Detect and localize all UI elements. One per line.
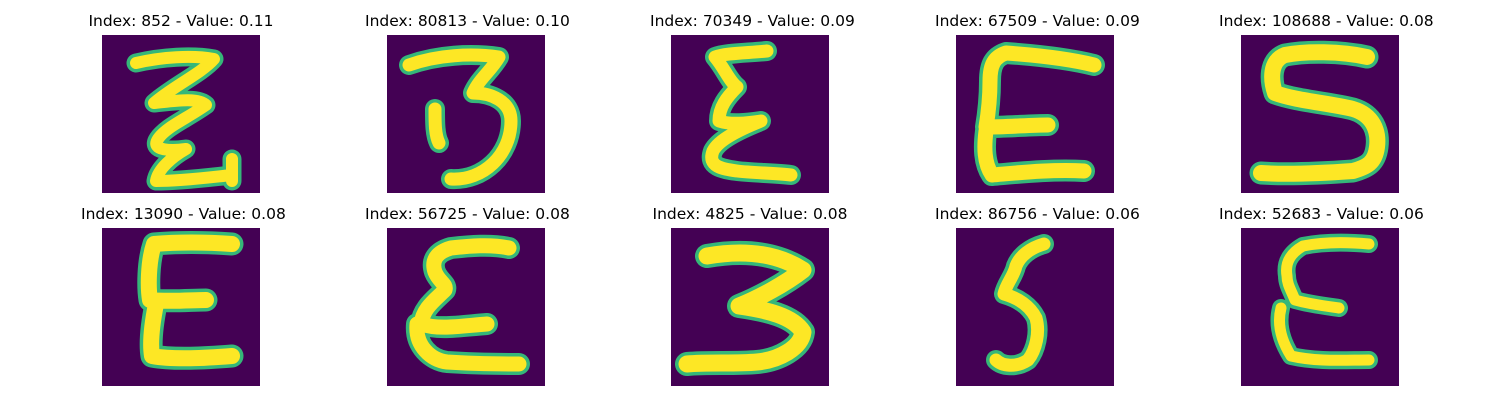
handwritten-character [387,35,545,193]
stroke-core [402,48,518,186]
digit-image [671,228,829,386]
panel-title: Index: 52683 - Value: 0.06 [1219,205,1424,223]
digit-image [956,228,1114,386]
panel-title: Index: 67509 - Value: 0.09 [935,12,1140,30]
panel-title: Index: 108688 - Value: 0.08 [1219,12,1434,30]
panel-title: Index: 13090 - Value: 0.08 [81,205,286,223]
stroke-core [1253,44,1386,182]
digit-image [102,35,260,193]
panel-title: Index: 56725 - Value: 0.08 [365,205,570,223]
digit-image [1241,228,1399,386]
stroke-core [140,234,240,367]
handwritten-character [671,228,829,386]
panel-title: Index: 4825 - Value: 0.08 [652,205,848,223]
handwritten-character [956,228,1114,386]
digit-image [387,35,545,193]
digit-image [671,35,829,193]
panel-title: Index: 852 - Value: 0.11 [88,12,274,30]
stroke-core [705,44,798,182]
handwritten-character [1241,35,1399,193]
stroke-core [977,45,1102,183]
handwritten-character [671,35,829,193]
handwritten-character [1241,228,1399,386]
stroke-core [678,244,812,373]
handwritten-character [102,35,260,193]
handwritten-character [102,228,260,386]
handwritten-character [387,228,545,386]
stroke-core [989,237,1051,372]
panel-title: Index: 70349 - Value: 0.09 [650,12,855,30]
digit-image [102,228,260,386]
panel-title: Index: 80813 - Value: 0.10 [365,12,570,30]
panel-title: Index: 86756 - Value: 0.06 [935,205,1140,223]
stroke-core [409,238,527,372]
digit-image [387,228,545,386]
handwritten-character [956,35,1114,193]
stroke-core [130,50,238,187]
digit-image [1241,35,1399,193]
digit-image [956,35,1114,193]
stroke-core [1273,237,1375,366]
